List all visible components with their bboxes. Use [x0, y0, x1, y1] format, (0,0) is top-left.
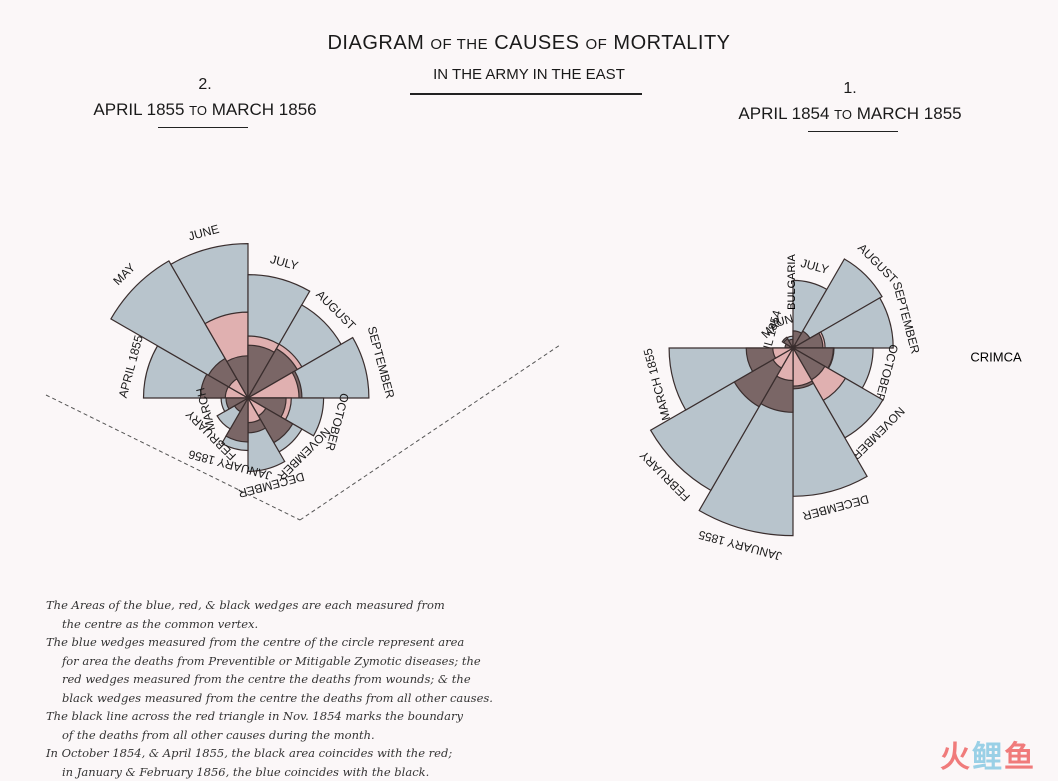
note-line: in January & February 1856, the blue coi…: [46, 763, 506, 781]
note-line: for area the deaths from Preventible or …: [46, 652, 506, 671]
rose1855-month-label: JUNE: [187, 222, 221, 244]
rose1854-month-label: MARCH 1855: [641, 347, 674, 422]
note-line: of the deaths from all other causes duri…: [46, 726, 506, 745]
note-line: The blue wedges measured from the centre…: [46, 633, 506, 652]
rose1855-month-label: APRIL 1855: [116, 333, 146, 399]
note-line: In October 1854, & April 1855, the black…: [46, 744, 506, 763]
watermark-char: 火: [940, 741, 972, 774]
rose1855-month-label: MAY: [110, 260, 138, 288]
watermark-char: 鱼: [1004, 741, 1036, 774]
notes-text: The Areas of the blue, red, & black wedg…: [46, 596, 506, 781]
note-line: red wedges measured from the centre the …: [46, 670, 506, 689]
note-line: The Areas of the blue, red, & black wedg…: [46, 596, 506, 615]
rose-chart-1855-1856: APRIL 1855MAYJUNEJULYAUGUSTSEPTEMBEROCTO…: [110, 222, 397, 501]
annotation-bulgaria: BULGARIA: [786, 254, 798, 310]
watermark-char: 鲤: [972, 741, 1004, 774]
note-line: The black line across the red triangle i…: [46, 707, 506, 726]
note-line: the centre as the common vertex.: [46, 615, 506, 634]
rose1855-month-label: JULY: [269, 252, 300, 273]
watermark-logo: 火鲤鱼: [940, 732, 1036, 776]
rose1854-month-label: JULY: [799, 256, 830, 277]
rose1855-month-label: SEPTEMBER: [365, 325, 398, 400]
rose1855-month-label: OCTOBER: [323, 392, 352, 453]
rose1854-month-label: DECEMBER: [801, 492, 871, 523]
annotation-crimca: CRIMCA: [970, 349, 1022, 364]
note-line: black wedges measured from the centre th…: [46, 689, 506, 708]
rose1854-month-label: OCTOBER: [872, 343, 901, 404]
